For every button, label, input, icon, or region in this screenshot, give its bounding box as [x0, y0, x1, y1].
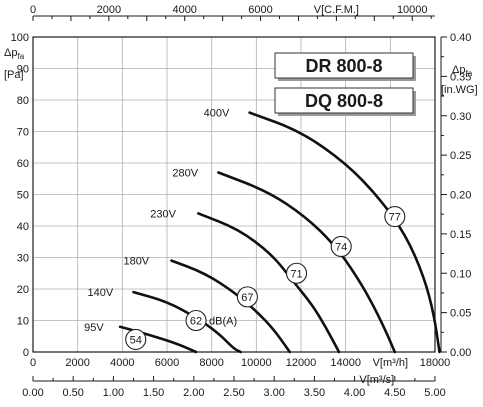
x-tick-label: 10000	[241, 357, 272, 369]
y-tick-label: 50	[17, 190, 29, 202]
series-label-230v: 230V	[150, 208, 176, 220]
right-tick-label: 0.20	[450, 190, 471, 202]
x-tick-label: 14000	[330, 357, 361, 369]
noise-level-circle	[330, 235, 352, 258]
y-tick-label: 100	[11, 32, 29, 44]
model-label: DR 800-8	[305, 56, 382, 76]
x-tick-label: 6000	[155, 357, 179, 369]
model-boxes: DR 800-8 DQ 800-8	[274, 52, 416, 116]
series-curve-95v	[118, 325, 198, 354]
top-tick-label: 0	[30, 4, 36, 16]
top-axis-title: V[C.F.M.]	[314, 4, 359, 16]
top-tick-label: 4000	[172, 4, 196, 16]
right-tick-label: 0.00	[450, 347, 471, 359]
y-tick-label: 80	[17, 95, 29, 107]
top-tick-label: 6000	[248, 4, 272, 16]
x-tick-label: 0	[30, 357, 36, 369]
y-tick-label: 30	[17, 253, 29, 265]
model-label: DQ 800-8	[305, 91, 383, 111]
y-tick-label: 0	[23, 347, 29, 359]
y-axis-unit: [Pa]	[4, 69, 24, 81]
right-tick-label: 0.30	[450, 111, 471, 123]
noise-level-circle	[185, 309, 207, 332]
right-axis-title-sub: fa	[465, 69, 472, 78]
noise-level-circle	[384, 206, 406, 228]
noise-layer: 54 62 67 71 74 77 dB(A)	[125, 206, 406, 350]
y-tick-label: 60	[17, 158, 29, 170]
bottom-tick-label: 1.50	[143, 387, 164, 399]
bottom-axis: 0 2000 4000 6000 8000 10000 12000 14000 18000 V[m…	[22, 357, 450, 399]
noise-level-label: 62	[190, 316, 202, 328]
y-tick-label: 20	[17, 284, 29, 296]
noise-level-circle	[236, 286, 258, 308]
x-tick-label: 4000	[110, 357, 134, 369]
right-tick-label: 0.25	[450, 150, 471, 162]
series-curve-400v	[248, 111, 441, 354]
bottom-tick-label: 4.00	[344, 387, 365, 399]
series-label-95v: 95V	[84, 322, 104, 334]
right-axis: 0.000.050.100.150.200.250.300.350.40Δpfa…	[440, 32, 478, 359]
series-label-400v: 400V	[204, 108, 230, 120]
noise-level-label: 67	[241, 292, 253, 304]
y-tick-label: 70	[17, 127, 29, 139]
bottom-axis-title: V[m³/s]	[359, 374, 394, 386]
noise-level-circle	[125, 328, 147, 350]
bottom-tick-label: 3.00	[263, 387, 284, 399]
bottom-tick-label: 4.50	[384, 387, 405, 399]
bottom-tick-label: 2.00	[183, 387, 204, 399]
x-tick-label: 8000	[199, 357, 223, 369]
x-tick-label: 12000	[286, 357, 317, 369]
series-label-180v: 180V	[123, 256, 149, 268]
y-tick-label: 40	[17, 221, 29, 233]
bottom-tick-label: 0.50	[62, 387, 83, 399]
noise-level-circle	[285, 262, 308, 284]
noise-level-label: 71	[290, 268, 302, 280]
bottom-tick-label: 0.00	[22, 387, 43, 399]
bottom-tick-label: 1.00	[103, 387, 124, 399]
top-axis: 0 2000 4000 6000 10000 V[C.F.M.]	[30, 4, 435, 21]
bottom-tick-label: 2.50	[223, 387, 244, 399]
right-tick-label: 0.10	[450, 268, 471, 280]
y-tick-label: 10	[17, 316, 29, 328]
right-tick-label: 0.35	[450, 71, 471, 83]
right-tick-label: 0.15	[450, 229, 471, 241]
series-curve-230v	[197, 212, 341, 354]
series-label-280v: 280V	[172, 167, 198, 179]
bottom-tick-label: 3.50	[304, 387, 325, 399]
series-label-140v: 140V	[88, 287, 114, 299]
bottom-tick-label: 5.00	[424, 387, 445, 399]
plot-frame	[32, 36, 436, 353]
right-tick-label: 0.05	[450, 308, 471, 320]
model-box	[274, 52, 414, 79]
top-tick-label: 10000	[397, 4, 428, 16]
noise-unit-label: dB(A)	[209, 316, 237, 328]
top-tick-label: 2000	[97, 4, 121, 16]
noise-level-label: 77	[389, 212, 401, 224]
model-box	[274, 87, 414, 114]
x-tick-label: 2000	[65, 357, 89, 369]
noise-level-label: 54	[130, 334, 142, 346]
right-tick-label: 0.40	[450, 32, 471, 44]
series-curve-180v	[170, 259, 292, 354]
noise-level-label: 74	[335, 241, 347, 253]
y-axis-title-sub: fa	[17, 52, 24, 61]
x-axis-title: V[m³/h]	[373, 357, 408, 369]
x-tick-label: 18000	[420, 357, 451, 369]
y-tick-label: 90	[17, 64, 29, 76]
right-axis-unit: [in.WG]	[441, 84, 478, 96]
